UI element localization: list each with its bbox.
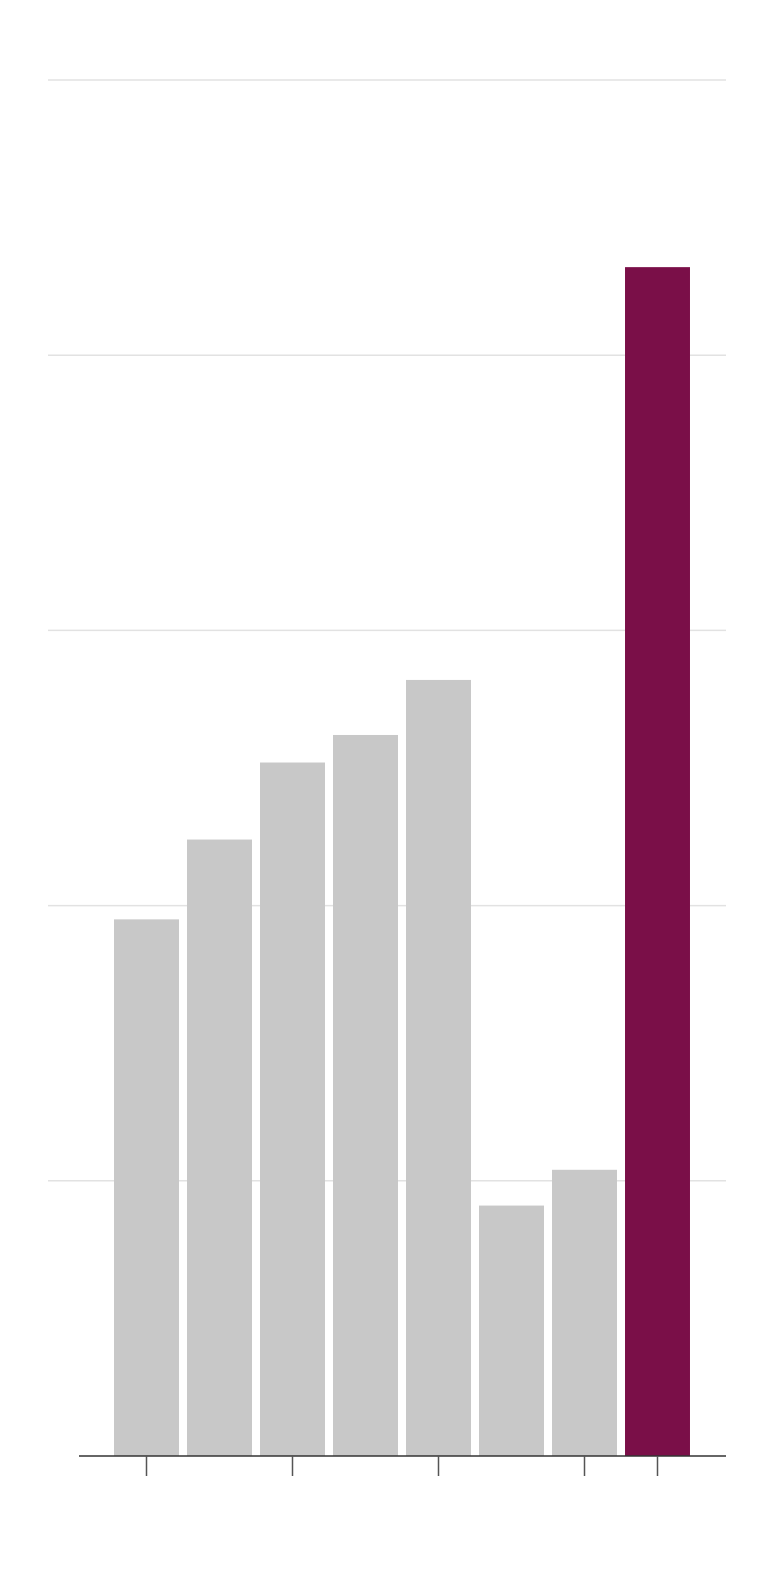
bar bbox=[479, 1205, 544, 1456]
bar bbox=[406, 679, 471, 1456]
bar bbox=[625, 267, 690, 1456]
bar bbox=[333, 734, 398, 1456]
bar bbox=[187, 839, 252, 1456]
bar bbox=[552, 1169, 617, 1456]
bar bbox=[260, 762, 325, 1456]
bar bbox=[114, 919, 179, 1456]
